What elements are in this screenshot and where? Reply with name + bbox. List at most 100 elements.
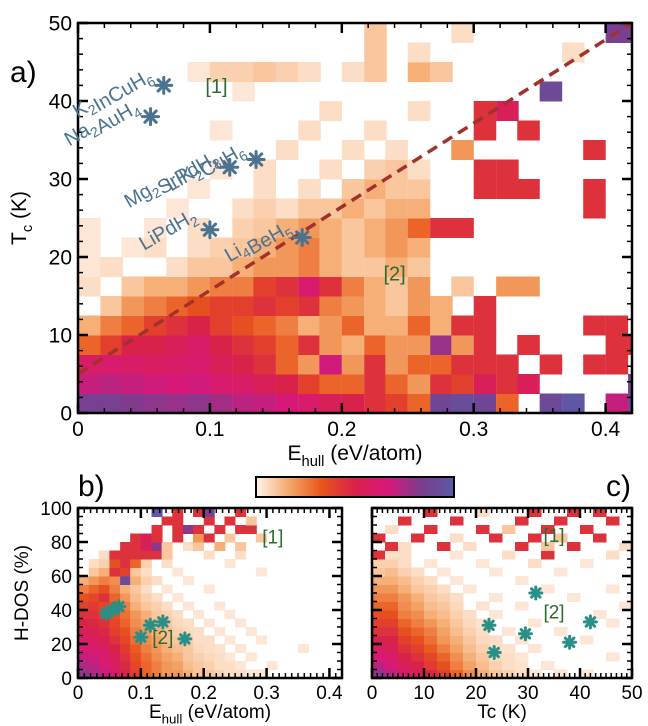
heatmap-cell [182, 652, 194, 662]
panel-b-label: b) [78, 470, 105, 503]
heatmap-cell [98, 576, 110, 585]
heatmap-cell [451, 374, 474, 394]
heatmap-cell [143, 276, 167, 297]
heatmap-cell [364, 374, 387, 394]
heatmap-cell [109, 618, 121, 628]
heatmap-cell [98, 550, 110, 560]
heatmap-cell [78, 669, 89, 678]
heatmap-cell [398, 627, 412, 636]
heatmap-cell [628, 23, 632, 43]
heatmap-cell [161, 601, 173, 611]
heatmap-cell [489, 661, 503, 670]
heatmap-cell [385, 140, 408, 160]
heatmap-cell [341, 335, 365, 355]
heatmap-cell [253, 198, 276, 219]
heatmap-cell [187, 335, 211, 355]
heatmap-cell [255, 669, 267, 678]
heatmap-cell [411, 533, 425, 543]
heatmap-cell [235, 550, 247, 560]
heatmap-cell [209, 335, 233, 355]
heatmap-cell [98, 644, 110, 653]
heatmap-cell [203, 652, 215, 662]
heatmap-cell [463, 661, 477, 670]
heatmap-cell [341, 393, 365, 413]
heatmap-cell [109, 576, 121, 585]
heatmap-cell [203, 661, 215, 670]
heatmap-cell [166, 393, 189, 413]
heatmap-cell [232, 296, 255, 316]
heatmap-cell [450, 593, 464, 602]
heatmap-cell [140, 533, 152, 543]
heatmap-cell [398, 635, 412, 645]
heatmap-cell [437, 644, 451, 653]
heatmap-cell [407, 42, 431, 63]
y-tick-label: 50 [49, 13, 72, 36]
heatmap-cell [298, 120, 321, 141]
heatmap-cell [161, 635, 173, 645]
x-tick-label: 0 [367, 683, 378, 704]
heatmap-cell [130, 627, 142, 636]
heatmap-cell [385, 627, 399, 636]
heatmap-cell [98, 635, 110, 645]
heatmap-cell [476, 635, 490, 645]
heatmap-cell [515, 661, 529, 670]
heatmap-cell [245, 669, 257, 678]
heatmap-cell [515, 516, 529, 526]
heatmap-cell [385, 652, 399, 662]
heatmap-cell [298, 335, 321, 355]
heatmap-cell [341, 276, 365, 297]
heatmap-cell [605, 335, 629, 355]
heatmap-cell [496, 179, 519, 199]
heatmap-cell [88, 627, 100, 636]
heatmap-cell [385, 669, 399, 678]
heatmap-cell [463, 669, 477, 678]
heatmap-cell [275, 335, 299, 355]
heatmap-cell [451, 393, 474, 413]
heatmap-cell [364, 296, 387, 316]
heatmap-cell [232, 335, 255, 355]
heatmap-cell [88, 644, 100, 653]
heatmap-cell [450, 601, 464, 611]
heatmap-cell [385, 374, 408, 394]
heatmap-cell [172, 652, 184, 662]
x-axis-label: Ehull (eV/atom) [149, 702, 271, 726]
heatmap-cell [385, 354, 408, 375]
heatmap-cell [385, 276, 408, 297]
heatmap-cell [298, 276, 321, 297]
heatmap-cell [100, 257, 123, 277]
heatmap-cell [120, 584, 132, 594]
heatmap-cell [385, 567, 399, 577]
heatmap-cell [528, 508, 542, 517]
heatmap-cell [130, 533, 142, 543]
heatmap-cell [203, 584, 215, 594]
panel-c-heatmap: 0 10 20 30 40 50 Tc (K) [1] [2] [367, 506, 643, 723]
heatmap-cell [341, 296, 365, 316]
heatmap-cell [372, 644, 386, 653]
heatmap-cell [78, 257, 101, 277]
heatmap-cell [120, 542, 132, 551]
heatmap-cell [143, 374, 167, 394]
heatmap-cell [437, 567, 451, 577]
heatmap-cell [232, 354, 255, 375]
heatmap-cell [253, 315, 276, 336]
heatmap-cell [151, 644, 163, 653]
heatmap-cell [554, 516, 568, 526]
heatmap-cell [143, 354, 167, 375]
heatmap-cell [143, 393, 167, 413]
y-tick-label: 20 [51, 635, 72, 656]
heatmap-cell [554, 533, 568, 543]
heatmap-cell [437, 635, 451, 645]
heatmap-cell [88, 567, 100, 577]
heatmap-cell [385, 618, 399, 628]
heatmap-cell [424, 644, 438, 653]
heatmap-cell [166, 296, 189, 316]
heatmap-cell [451, 23, 474, 43]
x-tick-label: 30 [517, 683, 538, 704]
heatmap-cell [606, 550, 620, 560]
heatmap-cell [109, 593, 121, 602]
heatmap-cell [407, 374, 431, 394]
heatmap-cell [182, 542, 194, 551]
region-label: [2] [152, 628, 173, 649]
heatmap-cell [398, 601, 412, 611]
heatmap-cell [203, 550, 215, 560]
